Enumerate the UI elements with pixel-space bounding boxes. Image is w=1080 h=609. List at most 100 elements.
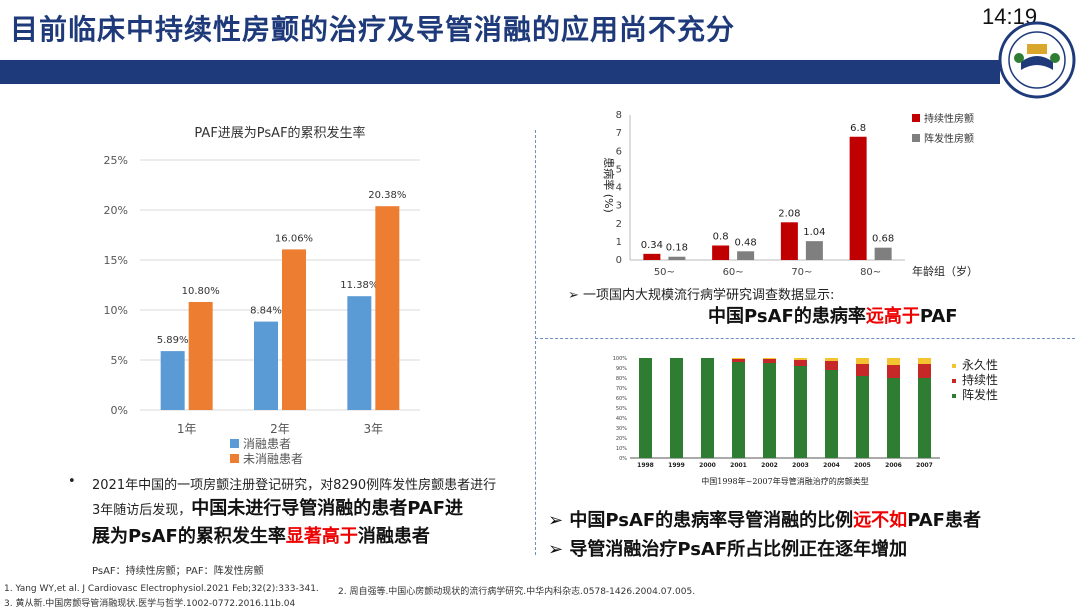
bar-segment (856, 358, 869, 364)
left-paragraph-line1: 2021年中国的一项房颤注册登记研究，对8290例阵发性房颤患者进行 (92, 478, 497, 493)
left-bold-part-c: 消融患者 (357, 526, 430, 547)
y-tick-label: 5% (111, 354, 128, 367)
footnote-3: 3. 黄从新.中国房颤导管消融现状.医学与哲学.1002-0772.2016.1… (4, 599, 296, 609)
y-tick-label: 6 (616, 146, 622, 157)
y-tick-label: 0% (619, 456, 627, 462)
school-logo (998, 21, 1076, 99)
bar (712, 245, 730, 260)
left-paragraph-line3: 展为PsAF的累积发生率显著高于消融患者 (92, 522, 430, 548)
bar (874, 247, 892, 260)
bar-segment (639, 358, 652, 458)
bullet-2: ➢ 导管消融治疗PsAF所占比例正在逐年增加 (548, 535, 907, 561)
bullet-1: ➢ 中国PsAF的患病率导管消融的比例远不如PAF患者 (548, 506, 981, 532)
x-tick-label: 1年 (177, 422, 197, 436)
legend-swatch (230, 439, 239, 448)
x-tick-label: 60~ (723, 267, 744, 278)
bullet-2-text: 导管消融治疗PsAF所占比例正在逐年增加 (569, 539, 908, 560)
left-paragraph-lead: 3年随访后发现， (92, 503, 192, 518)
data-label: 2.08 (778, 208, 800, 219)
bullet-1-part-b: 远不如 (853, 510, 908, 531)
legend-label: 未消融患者 (243, 452, 303, 466)
x-tick-label: 2006 (885, 462, 902, 469)
x-tick-label: 2005 (854, 462, 871, 469)
footnote-1: 1. Yang WY,et al. J Cardiovasc Electroph… (4, 584, 319, 594)
legend-label: 消融患者 (243, 437, 291, 451)
legend-swatch (912, 114, 920, 122)
y-tick-label: 100% (613, 356, 628, 362)
legend-swatch (952, 394, 956, 398)
y-tick-label: 0% (111, 404, 128, 417)
y-tick-label: 10% (104, 304, 128, 317)
horizontal-divider (535, 338, 1075, 339)
data-label: 16.06% (275, 233, 313, 244)
data-label: 6.8 (850, 123, 866, 134)
bar-segment (918, 358, 931, 364)
bar (347, 296, 372, 410)
bar (643, 253, 661, 260)
bullet-1-part-a: 中国PsAF的患病率导管消融的比例 (569, 510, 854, 531)
left-bullet-dot: • (68, 474, 76, 489)
bar-segment (763, 359, 776, 363)
right-bar-chart: 0 1 2 3 4 5 6 7 8 患病率 (%) 0.34 0.18 50~ 0.8 0.48 60~ 2.0… (602, 110, 978, 278)
y-tick-label: 7 (616, 128, 622, 139)
left-bold-part-a: 展为PsAF的累积发生率 (92, 526, 286, 547)
legend-swatch (230, 454, 239, 463)
x-tick-label: 1999 (668, 462, 685, 469)
bar (254, 321, 278, 410)
left-bar-chart: PAF进展为PsAF的累积发生率 0% 5% 10% 15% 20% 25% 5.89% 10.… (104, 125, 420, 466)
x-tick-label: 2003 (792, 462, 809, 469)
legend-swatch (952, 379, 956, 383)
bar-segment (825, 358, 838, 361)
stacked-bar-chart: 0% 10% 20% 30% 40% 50% 60% 70% 80% 90% 100% 1998 199… (613, 356, 998, 486)
headline-part-b: 远高于 (865, 306, 920, 327)
y-tick-label: 70% (616, 386, 627, 392)
bar (282, 249, 306, 410)
legend-label: 阵发性房颤 (924, 132, 974, 145)
bar-segment (670, 358, 683, 458)
legend-swatch (912, 134, 920, 142)
y-tick-label: 1 (616, 237, 622, 248)
y-tick-label: 25% (104, 154, 128, 167)
legend-label: 永久性 (962, 358, 998, 372)
bar-segment (887, 378, 900, 458)
bar-segment (763, 358, 776, 359)
bar-segment (794, 358, 807, 360)
data-label: 0.34 (641, 240, 663, 251)
bar-segment (763, 363, 776, 458)
data-label: 20.38% (368, 190, 406, 201)
x-tick-label: 2002 (761, 462, 778, 469)
x-tick-label: 80~ (860, 267, 881, 278)
bar (805, 241, 823, 260)
bullet-arrow-icon: ➢ (568, 288, 579, 303)
bar-segment (825, 370, 838, 458)
bar-segment (732, 359, 745, 362)
data-label: 5.89% (157, 335, 189, 346)
bullet-arrow-icon: ➢ (548, 539, 570, 560)
slide-title: 目前临床中持续性房颤的治疗及导管消融的应用尚不充分 (10, 13, 736, 46)
data-label: 0.18 (666, 243, 688, 254)
bar-segment (887, 365, 900, 378)
x-tick-label: 50~ (654, 267, 675, 278)
survey-text: ➢ 一项国内大规模流行病学研究调查数据显示: (568, 284, 834, 303)
legend-label: 持续性房颤 (924, 112, 974, 125)
bar (160, 351, 185, 410)
y-tick-label: 30% (616, 426, 627, 432)
bar-segment (732, 358, 745, 359)
x-tick-label: 3年 (364, 422, 384, 436)
title-bar (0, 60, 1000, 84)
vertical-divider (535, 130, 536, 555)
bar (737, 251, 755, 260)
y-tick-label: 3 (616, 201, 622, 212)
y-tick-label: 80% (616, 376, 627, 382)
y-tick-label: 60% (616, 396, 627, 402)
x-axis-label: 年龄组（岁） (912, 264, 978, 278)
y-tick-label: 4 (616, 183, 622, 194)
chart-title: PAF进展为PsAF的累积发生率 (194, 125, 365, 141)
left-bold-line1: 中国未进行导管消融的患者PAF进 (191, 498, 464, 519)
left-paragraph-line2: 3年随访后发现，中国未进行导管消融的患者PAF进 (92, 494, 463, 520)
left-bold-part-b: 显著高于 (285, 526, 358, 547)
bar-segment (887, 358, 900, 365)
y-tick-label: 2 (616, 219, 622, 230)
y-tick-label: 40% (616, 416, 627, 422)
bar (375, 206, 400, 410)
